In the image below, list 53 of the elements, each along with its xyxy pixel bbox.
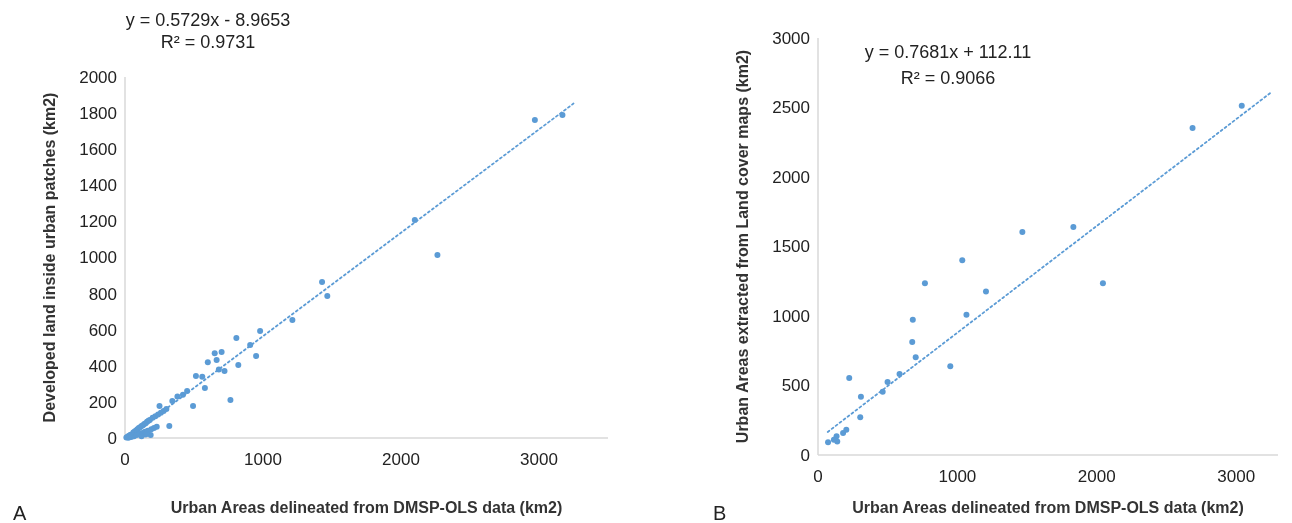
y-tick-label: 2000 [79,67,117,87]
point [857,414,864,421]
point [1070,224,1077,231]
x-tick-label: 3000 [1217,467,1256,486]
annotation: R² = 0.9066 [900,68,996,88]
point [825,439,832,446]
y-tick-label: 3000 [772,28,810,48]
y-tick-label: 1400 [79,176,117,196]
point [909,316,916,323]
y-tick-label: 1600 [79,140,117,160]
x-tick-label: 2000 [1077,467,1116,486]
point [857,393,864,400]
y-tick-label: 2000 [772,167,810,187]
point [959,257,966,264]
y-tick-label: 800 [88,284,117,304]
annotation: y = 0.7681x + 112.11 [864,42,1032,62]
point [982,288,989,295]
point [1019,229,1026,236]
point [1099,280,1106,287]
y-tick-label: 1200 [79,212,117,232]
y-tick-label: 1800 [79,104,117,124]
x-tick-label: 0 [120,450,130,469]
x-tick-label: 3000 [520,450,558,469]
y-tick-label: 1500 [772,237,810,257]
y-tick-label: 0 [107,428,117,448]
text: y = 0.5729x - 8.9653 [125,10,291,30]
point [909,338,916,345]
text: B [713,502,727,523]
y-tick-label: 1000 [79,248,117,268]
point [846,374,853,381]
y-tick-label: 200 [88,392,117,412]
point [1189,124,1196,131]
point [843,426,850,433]
y-axis-title: Urban Areas extracted from Land cover maps (km2) [734,49,751,444]
y-tick-label: 2500 [772,98,810,118]
x-tick-label: 1000 [938,467,977,486]
x-axis-title: Urban Areas delineated from DMSP-OLS data (km2) [852,499,1244,516]
text: R² = 0.9731 [160,32,256,52]
x-tick-label: 2000 [382,450,420,469]
y-axis-title: Developed land inside urban patches (km2) [41,92,58,423]
point [947,363,954,370]
y-tick-label: 500 [781,376,810,396]
point [1238,102,1245,109]
y-tick-label: 600 [88,320,117,340]
y-tick-label: 1000 [772,306,810,326]
point [912,354,919,361]
x-tick-label: 1000 [244,450,282,469]
x-tick-label: 0 [813,467,823,486]
y-tick-label: 400 [88,356,117,376]
x-axis-title: Urban Areas delineated from DMSP-OLS data (km2) [170,499,563,516]
text: A [13,502,27,523]
point [963,311,970,318]
point [921,280,928,287]
